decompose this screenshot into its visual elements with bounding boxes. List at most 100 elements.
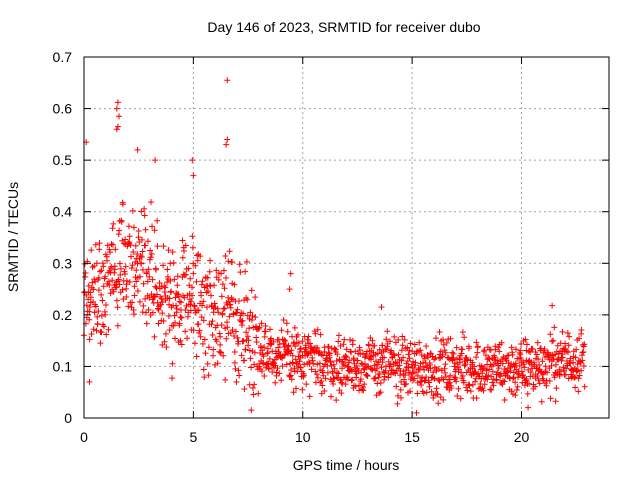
data-point [221,305,228,312]
data-point [249,384,256,391]
data-point [309,357,316,364]
data-point [360,387,367,394]
data-point [110,288,117,295]
data-point [342,381,349,388]
data-point [391,333,398,340]
data-point [497,373,504,380]
data-point [179,254,186,261]
data-point [523,376,530,383]
data-point [442,369,449,376]
data-point [226,298,233,305]
data-point [373,365,380,372]
data-point [228,295,235,302]
data-point [180,248,187,254]
data-point [493,376,500,383]
data-point [219,281,226,288]
data-point [193,353,200,360]
data-point [514,383,521,390]
data-point [296,358,303,365]
data-point [109,277,116,284]
data-point [337,343,344,350]
data-point [139,266,146,273]
data-point [501,397,508,404]
data-point [243,329,250,336]
data-point [376,371,383,378]
data-point [408,374,415,381]
data-point [369,337,376,344]
data-point [409,370,416,377]
data-point [383,336,390,343]
data-point [236,316,243,323]
data-point [114,304,121,311]
data-point [88,247,95,254]
data-point [533,351,540,358]
data-point [328,393,335,400]
data-point [387,361,394,368]
data-point [236,261,243,268]
data-point [399,333,406,340]
data-point [255,390,262,397]
data-point [176,320,183,327]
data-point [113,297,120,304]
data-point [403,380,410,387]
data-point [113,105,120,112]
data-point [345,363,352,370]
data-point [460,379,467,386]
data-point [167,277,174,284]
data-point [547,331,554,338]
data-point [453,378,460,385]
data-point [132,242,139,249]
data-point [146,294,153,301]
data-point [414,372,421,379]
data-point [210,346,217,353]
data-point [562,340,569,347]
data-point [211,282,218,289]
data-point [214,305,221,312]
data-point [255,325,262,332]
data-point [325,343,332,350]
data-point [333,358,340,365]
data-point [92,241,99,248]
data-point [83,302,90,309]
data-point [211,300,218,307]
data-point [347,336,354,343]
data-point [473,395,480,402]
data-point [352,383,359,390]
data-point [397,386,404,393]
data-point [149,309,156,316]
data-point [431,375,438,382]
data-point [503,369,510,376]
data-point [163,344,170,351]
data-point [253,339,260,346]
data-point [151,333,158,340]
data-point [305,333,312,340]
data-point [119,201,126,208]
data-point [212,361,219,368]
data-point [549,338,556,345]
data-point [245,337,252,344]
data-point [226,313,233,320]
data-point [82,269,89,276]
data-point [343,346,350,353]
data-point [198,281,205,288]
data-point [373,358,380,365]
data-point [241,357,248,364]
data-point [125,303,132,310]
data-point [136,298,143,305]
data-point [129,207,136,214]
data-point [178,314,185,321]
data-point [573,346,580,353]
data-point [534,339,541,346]
data-point [489,379,496,386]
data-point [231,332,238,339]
data-point [265,365,272,372]
data-point [388,347,395,354]
data-point [459,346,466,353]
data-point [469,381,476,388]
data-point [371,362,378,369]
data-point [90,286,97,293]
data-point [297,346,304,353]
data-point [143,309,150,316]
data-point [466,382,473,389]
data-point [446,376,453,383]
